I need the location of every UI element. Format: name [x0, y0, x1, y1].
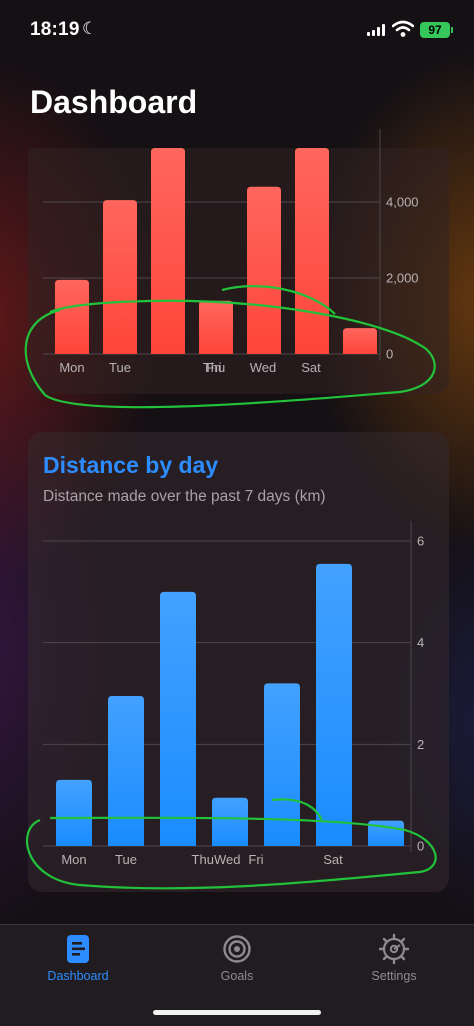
x-tick-label: ThuWed	[192, 852, 241, 867]
tab-settings[interactable]: Settings	[334, 925, 454, 995]
x-tick-label: Sat	[323, 852, 343, 867]
y-tick-label: 6	[417, 534, 424, 549]
x-tick-label: Tue	[115, 852, 137, 867]
y-tick-label: 0	[417, 839, 424, 854]
y-tick-label: 0	[386, 347, 393, 362]
home-indicator	[153, 1010, 321, 1015]
x-tick-label: Fri	[206, 360, 221, 375]
bar-wed	[151, 148, 185, 354]
x-tick-label: Sat	[301, 360, 321, 375]
bar-sat	[295, 148, 329, 354]
y-tick-label: 2	[417, 737, 424, 752]
tab-bar: Dashboard Goals Settings	[0, 924, 474, 1026]
distance-bar-chart: 0 2 4 6 Mon Tue ThuWed Fri Sat	[43, 521, 424, 867]
bar-fri	[264, 683, 300, 846]
bar-mon	[55, 279, 89, 354]
wifi-icon	[392, 20, 414, 37]
y-tick-label: 4	[417, 635, 424, 650]
dashboard-icon	[67, 935, 89, 963]
y-tick-label: 4,000	[386, 195, 419, 210]
bar-wed	[160, 591, 196, 846]
x-tick-label: Mon	[59, 360, 84, 375]
status-time: 18:19	[30, 19, 80, 40]
battery-indicator: 97	[420, 22, 453, 38]
x-tick-label: Wed	[250, 360, 277, 375]
bar-sat	[316, 563, 352, 846]
cellular-signal-icon	[367, 24, 385, 36]
steps-chart-card: 0 2,000 4,000 Mon Tue Thu Fri Wed Sat	[28, 128, 449, 394]
bar-thu	[212, 797, 248, 846]
bar-sun	[368, 820, 404, 846]
status-bar: 18:19 ☾ 97	[0, 0, 474, 62]
distance-card-title: Distance by day	[43, 452, 219, 478]
target-icon	[223, 935, 251, 963]
distance-chart-card: Distance by day Distance made over the p…	[28, 432, 449, 892]
page-title: Dashboard	[30, 84, 198, 120]
tab-dashboard[interactable]: Dashboard	[18, 925, 138, 995]
bar-sun	[343, 328, 377, 354]
bar-tue	[108, 696, 144, 846]
tab-label-settings: Settings	[371, 969, 417, 983]
x-tick-label: Tue	[109, 360, 131, 375]
bar-fri	[247, 186, 281, 354]
tab-label-dashboard: Dashboard	[47, 969, 109, 983]
tab-goals[interactable]: Goals	[177, 925, 297, 995]
x-tick-label: Fri	[248, 852, 263, 867]
bar-thu	[199, 300, 233, 354]
bar-mon	[56, 779, 92, 846]
distance-card-subtitle: Distance made over the past 7 days (km)	[43, 488, 326, 505]
x-tick-label: Mon	[61, 852, 86, 867]
gear-icon	[378, 933, 410, 965]
y-tick-label: 2,000	[386, 271, 419, 286]
tab-label-goals: Goals	[220, 969, 254, 983]
moon-icon: ☾	[82, 19, 98, 38]
bar-tue	[103, 200, 137, 354]
